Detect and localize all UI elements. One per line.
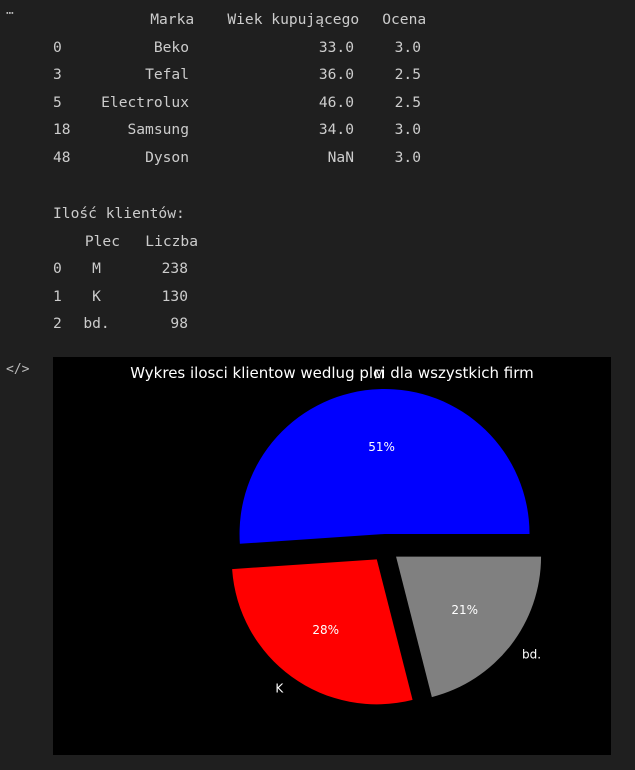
ellipsis-icon[interactable]: ⋯ — [6, 6, 14, 21]
cell-wiek: 46.0 — [318, 93, 354, 111]
pie-slice-k — [232, 559, 413, 705]
table-header-row: Plec Liczba — [53, 228, 198, 256]
row-index: 0 — [53, 38, 62, 56]
pie-chart-svg: Wykres ilosci klientow wedlug plci dla w… — [130, 364, 542, 705]
column-header-liczba: Liczba — [145, 232, 198, 250]
cell-ocena: 2.5 — [394, 66, 421, 83]
pie-percent-label: 21% — [451, 603, 478, 617]
cell-liczba: 238 — [161, 260, 188, 277]
dataframe-output-brands: Marka Wiek kupującego Ocena 0 Beko 33.0 3.0 3 Te… — [53, 6, 426, 171]
clients-output: Ilość klientów: Plec Liczba 0 M 238 1 K 130 2 bd. 9… — [53, 200, 198, 338]
pie-slice-bd — [396, 556, 542, 698]
row-index: 5 — [53, 93, 62, 111]
pie-category-label: bd. — [522, 647, 541, 661]
cell-plec: M — [92, 260, 101, 277]
row-index: 18 — [53, 121, 71, 138]
table-row: 1 K 130 — [53, 283, 198, 311]
table-row: 3 Tefal 36.0 2.5 — [53, 61, 426, 89]
cell-plec: bd. — [83, 315, 110, 332]
column-header-plec: Plec — [84, 232, 120, 250]
table-row: 5 Electrolux 46.0 2.5 — [53, 89, 426, 117]
cell-ocena: 2.5 — [394, 93, 421, 111]
row-index: 0 — [53, 260, 62, 277]
cell-ocena: 3.0 — [394, 38, 421, 56]
table-header-row: Marka Wiek kupującego Ocena — [53, 6, 426, 34]
cell-ocena: 3.0 — [394, 121, 421, 138]
row-index: 3 — [53, 66, 62, 83]
column-header-wiek: Wiek kupującego — [227, 11, 360, 28]
pie-category-label: M — [374, 368, 384, 382]
table-row: 48 Dyson NaN 3.0 — [53, 144, 426, 172]
pie-category-label: K — [275, 682, 284, 696]
cell-marka: Dyson — [145, 148, 189, 166]
cell-wiek: 34.0 — [318, 121, 354, 138]
column-header-ocena: Ocena — [382, 11, 427, 28]
cell-ocena: 3.0 — [394, 148, 421, 166]
cell-wiek: NaN — [327, 148, 354, 166]
table-row: 18 Samsung 34.0 3.0 — [53, 116, 426, 144]
chart-title: Wykres ilosci klientow wedlug plci dla w… — [130, 364, 534, 382]
table-row: 0 Beko 33.0 3.0 — [53, 34, 426, 62]
table-row: 2 bd. 98 — [53, 310, 198, 338]
pie-percent-label: 28% — [312, 623, 339, 637]
table-row: 0 M 238 — [53, 255, 198, 283]
pie-percent-label: 51% — [368, 440, 395, 454]
pie-slice-m — [239, 389, 530, 544]
clients-heading: Ilość klientów: — [53, 205, 185, 222]
cell-liczba: 98 — [170, 315, 188, 332]
cell-liczba: 130 — [161, 287, 188, 305]
cell-plec: K — [92, 287, 101, 305]
cell-marka: Beko — [153, 38, 189, 56]
code-brackets-icon[interactable]: </> — [6, 362, 30, 377]
row-index: 1 — [53, 287, 62, 305]
cell-wiek: 33.0 — [318, 38, 354, 56]
cell-wiek: 36.0 — [318, 66, 354, 83]
cell-marka: Tefal — [145, 66, 189, 83]
row-index: 48 — [53, 148, 71, 166]
pie-chart: Wykres ilosci klientow wedlug plci dla w… — [53, 357, 611, 755]
cell-marka: Samsung — [127, 121, 189, 138]
cell-marka: Electrolux — [101, 93, 189, 111]
column-header-marka: Marka — [150, 11, 195, 28]
row-index: 2 — [53, 315, 62, 332]
